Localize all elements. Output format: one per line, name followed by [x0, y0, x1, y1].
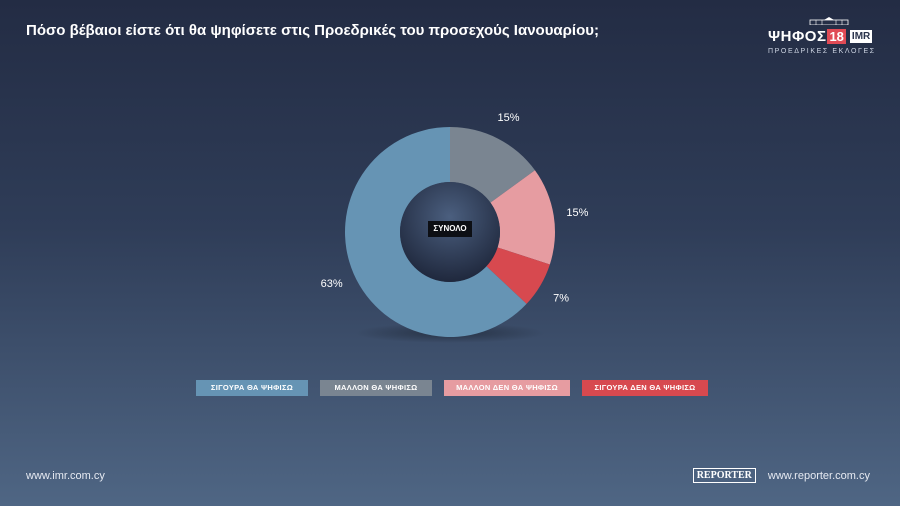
footer-right-url[interactable]: www.reporter.com.cy — [767, 469, 870, 482]
legend-item: ΣΙΓΟΥΡΑ ΔΕΝ ΘΑ ΨΗΦΙΣΩ — [582, 380, 708, 396]
slice-value-label: 63% — [321, 278, 343, 290]
slice-value-label: 15% — [566, 207, 588, 219]
donut-slice — [486, 247, 550, 304]
brand-number: 18 — [827, 29, 846, 44]
brand-name: ΨΗΦΟΣ — [768, 28, 827, 45]
brand-partner: IMR — [849, 30, 873, 43]
building-icon — [809, 17, 849, 25]
footer-left-url[interactable]: www.imr.com.cy — [26, 470, 105, 482]
center-label: ΣΥΝΟΛΟ — [428, 221, 472, 237]
slice-value-label: 15% — [498, 112, 520, 124]
psifos18-logo: ΨΗΦΟΣ 18 IMR ΠΡΟΕΔΡΙΚΕΣ ΕΚΛΟΓΕΣ — [768, 17, 880, 64]
chart-title: Πόσο βέβαιοι είστε ότι θα ψηφίσετε στις … — [26, 22, 599, 39]
legend-item: ΜΑΛΛΟΝ ΔΕΝ ΘΑ ΨΗΦΙΣΩ — [444, 380, 570, 396]
donut-slice — [450, 127, 535, 203]
slice-value-label: 7% — [553, 293, 569, 305]
donut-slice — [490, 170, 556, 265]
footer-right: REPORTER www.reporter.com.cy — [692, 468, 870, 483]
donut-slice — [344, 127, 527, 337]
brand-subtitle: ΠΡΟΕΔΡΙΚΕΣ ΕΚΛΟΓΕΣ — [768, 48, 876, 55]
reporter-logo: REPORTER — [692, 468, 756, 483]
legend: ΣΙΓΟΥΡΑ ΘΑ ΨΗΦΙΣΩ ΜΑΛΛΟΝ ΘΑ ΨΗΦΙΣΩ ΜΑΛΛΟΝ … — [196, 380, 708, 396]
legend-item: ΜΑΛΛΟΝ ΘΑ ΨΗΦΙΣΩ — [320, 380, 432, 396]
legend-item: ΣΙΓΟΥΡΑ ΘΑ ΨΗΦΙΣΩ — [196, 380, 308, 396]
